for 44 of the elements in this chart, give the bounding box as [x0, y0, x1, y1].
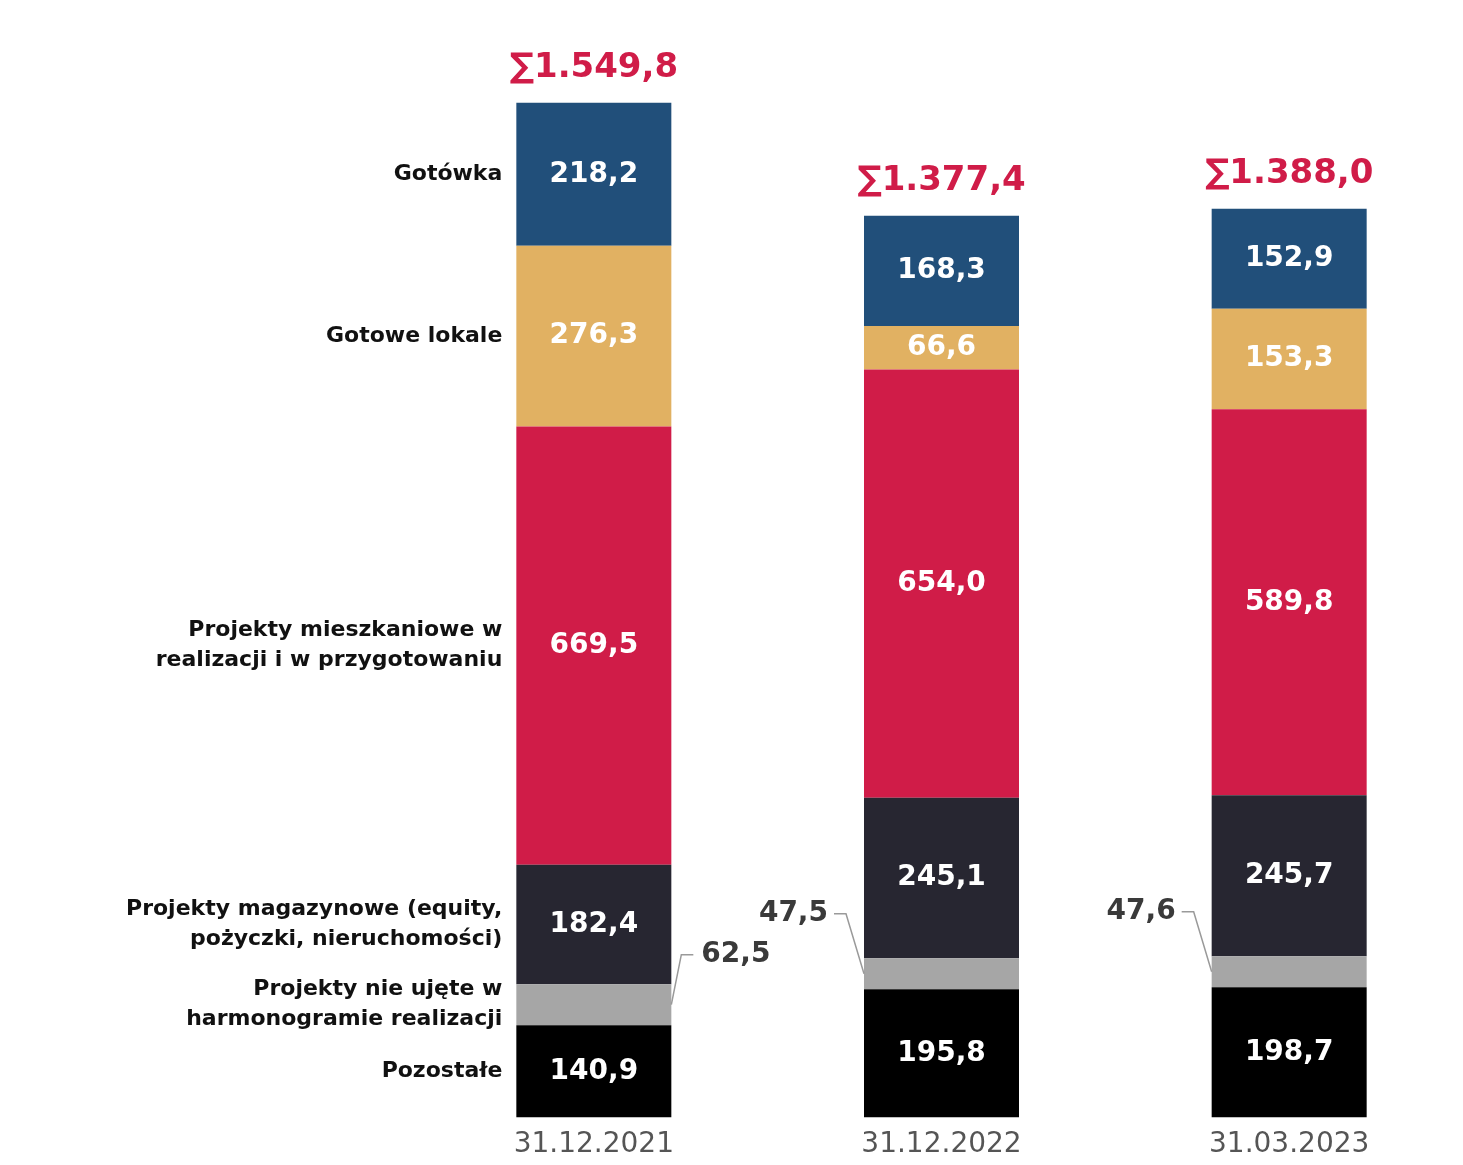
- data-label: 152,9: [1244, 240, 1334, 274]
- bar: [516, 864, 672, 985]
- data-label: 47,6: [1106, 893, 1176, 927]
- total-label: ∑1.549,8: [509, 44, 679, 85]
- series-label: Pozostałe: [381, 1057, 503, 1082]
- bar: [1211, 308, 1367, 410]
- data-label: 218,2: [549, 155, 639, 189]
- x-tick-label: 31.03.2023: [1209, 1126, 1370, 1160]
- series-label: Projekty magazynowe (equity, pożyczki, nieruchomości): [126, 895, 503, 951]
- bar: [864, 989, 1019, 1118]
- bar: [1211, 409, 1367, 796]
- data-label: 66,6: [906, 329, 977, 363]
- series-label: Projekty mieszkaniowe w realizacji i w przygotowaniu: [155, 616, 503, 672]
- data-label: 245,1: [897, 859, 986, 893]
- total-label: ∑1.377,4: [857, 157, 1026, 198]
- data-label: 195,8: [897, 1034, 986, 1068]
- x-tick-label: 31.12.2021: [513, 1126, 674, 1160]
- bar: [1211, 987, 1367, 1118]
- bar: [516, 102, 672, 246]
- bar: [516, 1025, 672, 1118]
- data-label: 589,8: [1244, 583, 1334, 617]
- data-label: 276,3: [549, 317, 639, 351]
- bar: [516, 426, 672, 865]
- x-tick-label: 31.12.2022: [861, 1126, 1022, 1160]
- data-label: 47,5: [758, 894, 828, 928]
- series-label: Gotówka: [393, 160, 503, 185]
- data-label: 654,0: [897, 564, 986, 598]
- series-label: Gotowe lokale: [326, 321, 503, 347]
- bar: [864, 369, 1019, 798]
- bar: [516, 245, 672, 427]
- bar: [864, 797, 1019, 959]
- data-label: 140,9: [549, 1052, 639, 1086]
- data-label: 153,3: [1244, 340, 1334, 374]
- data-label: 168,3: [897, 252, 986, 286]
- data-label: 198,7: [1244, 1033, 1334, 1067]
- series-label: Projekty nie ujęte w harmonogramie realizacji: [186, 975, 503, 1031]
- data-label: 182,4: [549, 905, 639, 939]
- data-label: 245,7: [1244, 857, 1334, 891]
- bar: [1211, 795, 1367, 957]
- bar: [1211, 208, 1367, 309]
- data-label: 669,5: [549, 626, 639, 660]
- total-label: ∑1.388,0: [1204, 150, 1374, 191]
- bar: [864, 215, 1019, 326]
- data-label: 62,5: [701, 935, 771, 969]
